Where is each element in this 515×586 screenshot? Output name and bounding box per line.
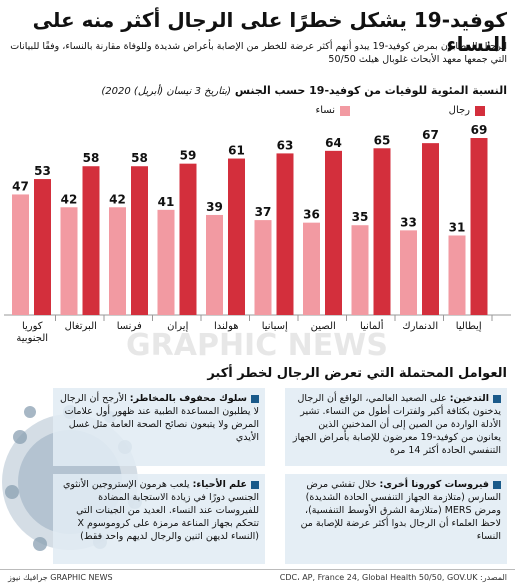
bar-women	[206, 214, 223, 315]
bar-men	[276, 153, 294, 315]
footer-source: المصدر: CDC، AP, France 24, Global Healt…	[279, 573, 507, 582]
legend-label-women: نساء	[315, 105, 335, 116]
bar-men	[82, 166, 100, 315]
bar-women	[303, 222, 320, 315]
bar-women	[400, 230, 417, 315]
bar-women	[60, 207, 78, 315]
chart-heading: النسبة المئوية للوفيات من كوفيد-19 حسب ا…	[7, 84, 507, 97]
bar-women	[351, 225, 369, 315]
factor-heading: علم الأحياء:	[192, 479, 247, 490]
category-label: الدنمارك	[402, 321, 438, 332]
bar-men	[422, 143, 439, 315]
factor-text: خلال تفشي مرض السارس (متلازمة الجهاز الت…	[300, 479, 501, 542]
bar-men	[228, 158, 245, 315]
legend-swatch-women	[340, 106, 350, 116]
factor-heading: التدخين:	[449, 393, 489, 404]
category-label: الجنوبية	[16, 333, 48, 344]
category-label: إيطاليا	[456, 321, 482, 332]
bar-men	[34, 179, 51, 315]
data-label: 58	[83, 151, 100, 165]
chart-heading-text: النسبة المئوية للوفيات من كوفيد-19 حسب ا…	[234, 84, 507, 97]
footer-credit: GRAPHIC NEWS جرافيك نيوز	[8, 573, 113, 582]
page-title: كوفيد-19 يشكل خطرًا على الرجال أكثر منه …	[32, 8, 507, 56]
factor-text: يلعب هرمون الإستروجين الأنثوي الجنسي دور…	[62, 479, 259, 542]
bar-men	[131, 166, 148, 315]
category-label: إسبانيا	[262, 321, 288, 332]
data-label: 42	[61, 192, 78, 206]
factor-smoking: التدخين: على الصعيد العالمي، الواقع أن ا…	[285, 388, 507, 466]
bar-women	[157, 209, 175, 315]
data-label: 33	[400, 215, 417, 229]
data-label: 53	[34, 164, 51, 178]
bar-women	[254, 220, 272, 315]
data-label: 61	[228, 144, 245, 158]
chart-date: (بتاريخ 3 نيسان (أبريل) 2020)	[101, 86, 231, 97]
factor-heading: فيروسات كورونا أخرى:	[379, 479, 490, 490]
data-label: 37	[255, 205, 272, 219]
bullet-icon	[493, 480, 501, 489]
category-label: كوريا	[22, 321, 43, 332]
category-label: البرتغال	[65, 321, 97, 332]
bar-men	[373, 148, 391, 315]
bar-men	[179, 163, 197, 315]
bar-men	[325, 150, 342, 315]
factor-risky-behaviour: سلوك محفوف بالمخاطر: الأرجح أن الرجال لا…	[53, 388, 265, 466]
bar-women	[12, 194, 29, 315]
page-subtitle: الرجال المصابون بمرض كوفيد-19 يبدو أنهم …	[10, 41, 507, 65]
data-label: 69	[471, 123, 488, 137]
watermark: GRAPHIC NEWS	[126, 328, 388, 363]
data-label: 31	[449, 220, 466, 234]
factor-other-coronaviruses: فيروسات كورونا أخرى: خلال تفشي مرض السار…	[285, 474, 507, 564]
footer: المصدر: CDC، AP, France 24, Global Healt…	[0, 569, 515, 586]
data-label: 58	[131, 151, 148, 165]
data-label: 47	[12, 179, 29, 193]
bar-women	[109, 207, 126, 315]
bar-women	[448, 235, 466, 315]
data-label: 65	[374, 133, 391, 147]
factor-heading: سلوك محفوف بالمخاطر:	[129, 393, 247, 404]
bullet-icon	[251, 394, 259, 403]
bar-men	[470, 138, 488, 315]
data-label: 63	[277, 138, 294, 152]
chart-legend: رجال نساء	[0, 103, 515, 119]
data-label: 39	[206, 200, 223, 214]
category-label: ألمانيا	[360, 319, 384, 332]
factor-biology: علم الأحياء: يلعب هرمون الإستروجين الأنث…	[53, 474, 265, 564]
bullet-icon	[251, 480, 259, 489]
category-label: هولندا	[214, 321, 239, 332]
factors-title: العوامل المحتملة التي تعرض الرجال لخطر أ…	[207, 366, 507, 381]
data-label: 64	[325, 136, 342, 150]
category-label: فرنسا	[117, 321, 142, 332]
data-label: 67	[422, 128, 439, 142]
factor-text: الأرجح أن الرجال لا يطلبون المساعدة الطب…	[60, 393, 259, 443]
category-label: إيران	[167, 321, 188, 332]
data-label: 35	[352, 210, 369, 224]
legend-label-men: رجال	[448, 105, 470, 116]
factor-text: على الصعيد العالمي، الواقع أن الرجال يدخ…	[292, 393, 501, 456]
data-label: 42	[109, 192, 126, 206]
legend-swatch-men	[475, 106, 485, 116]
data-label: 59	[180, 149, 197, 163]
bullet-icon	[493, 394, 501, 403]
category-label: الصين	[311, 321, 336, 332]
data-label: 36	[303, 208, 320, 222]
data-label: 41	[158, 195, 175, 209]
